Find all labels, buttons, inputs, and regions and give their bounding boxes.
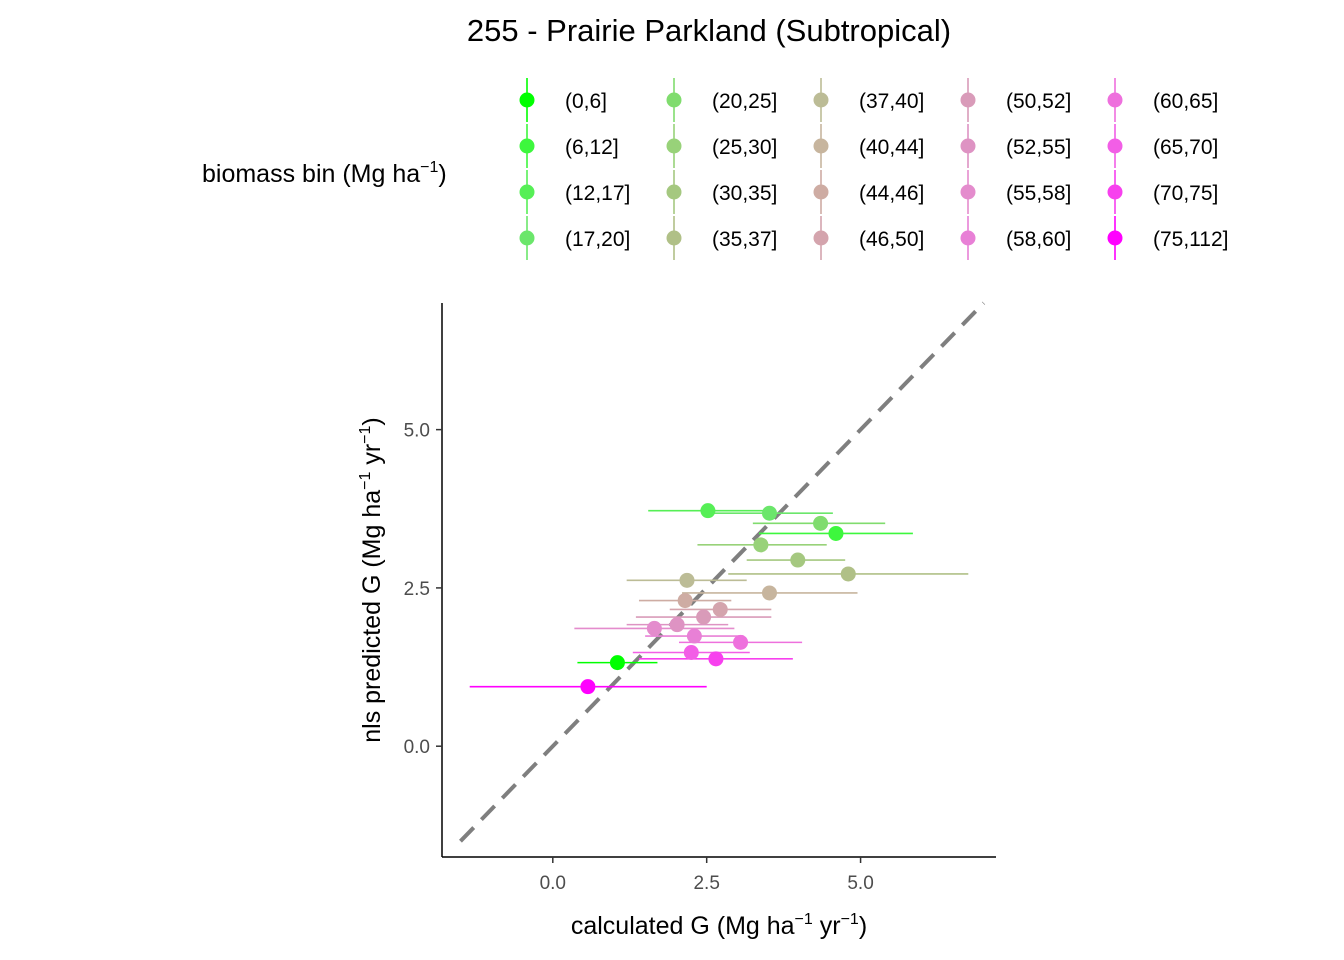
y-tick-label: 5.0 — [404, 421, 430, 442]
data-point — [679, 572, 695, 588]
legend-item: (52,55] — [960, 124, 1071, 168]
legend-label: (44,46] — [859, 182, 924, 205]
legend-label: (50,52] — [1006, 90, 1071, 113]
legend-label: (12,17] — [565, 182, 630, 205]
legend-item: (0,6] — [519, 78, 607, 122]
legend-key-point — [519, 230, 535, 246]
legend-item: (6,12] — [519, 124, 619, 168]
data-point — [840, 566, 856, 582]
legend-key-point — [960, 92, 976, 108]
legend-label: (70,75] — [1153, 182, 1218, 205]
data-point — [761, 505, 777, 521]
legend-key-point — [1107, 184, 1123, 200]
data-point — [828, 525, 844, 541]
data-point — [683, 644, 699, 660]
legend-item: (25,30] — [666, 124, 777, 168]
legend-key-point — [813, 230, 829, 246]
legend-label: (35,37] — [712, 228, 777, 251]
y-tick-label: 2.5 — [404, 579, 430, 600]
legend-item: (35,37] — [666, 216, 777, 260]
legend-key-point — [666, 138, 682, 154]
legend-label: (20,25] — [712, 90, 777, 113]
legend-key-point — [960, 230, 976, 246]
legend-label: (17,20] — [565, 228, 630, 251]
legend-title: biomass bin (Mg ha−1) — [202, 159, 447, 188]
legend-key-point — [1107, 230, 1123, 246]
legend-item: (37,40] — [813, 78, 924, 122]
data-point — [677, 593, 693, 609]
data-point — [686, 628, 702, 644]
legend-key-point — [666, 184, 682, 200]
legend-items: (0,6] (6,12] (12,17] (17,20] (20,25] (25,30] (… — [519, 78, 1229, 260]
data-point — [761, 585, 777, 601]
legend-key-point — [666, 92, 682, 108]
legend-label: (37,40] — [859, 90, 924, 113]
legend-key-point — [960, 184, 976, 200]
data-point — [669, 617, 685, 633]
data-point — [712, 601, 728, 617]
legend-item: (60,65] — [1107, 78, 1218, 122]
legend-label: (46,50] — [859, 228, 924, 251]
legend-item: (75,112] — [1107, 216, 1229, 260]
legend-label: (40,44] — [859, 136, 924, 159]
legend-key-point — [519, 138, 535, 154]
legend-key-point — [1107, 92, 1123, 108]
legend-item: (65,70] — [1107, 124, 1218, 168]
x-tick-label: 2.5 — [693, 873, 719, 894]
y-tick-label: 0.0 — [404, 737, 430, 758]
data-point — [700, 503, 716, 519]
x-tick-label: 5.0 — [847, 873, 873, 894]
x-tick-label: 0.0 — [540, 873, 566, 894]
legend-key-point — [813, 138, 829, 154]
x-axis-title: calculated G (Mg ha−1 yr−1) — [571, 911, 867, 940]
legend-key-point — [519, 184, 535, 200]
data-point — [790, 552, 806, 568]
legend-label: (65,70] — [1153, 136, 1218, 159]
legend-label: (0,6] — [565, 90, 607, 113]
legend-label: (30,35] — [712, 182, 777, 205]
data-point — [708, 651, 724, 667]
legend-key-point — [666, 230, 682, 246]
legend-item: (30,35] — [666, 170, 777, 214]
legend-item: (12,17] — [519, 170, 630, 214]
legend-label: (52,55] — [1006, 136, 1071, 159]
data-point — [753, 537, 769, 553]
data-marks — [459, 301, 986, 843]
legend-item: (58,60] — [960, 216, 1071, 260]
legend-key-point — [1107, 138, 1123, 154]
data-point — [580, 679, 596, 695]
x-axis-ticks: 0.0 2.5 5.0 — [540, 857, 874, 894]
legend-key-point — [813, 184, 829, 200]
legend: biomass bin (Mg ha−1) (0,6] (6,12] (12,17]… — [202, 78, 1229, 260]
data-point — [646, 620, 662, 636]
y-axis-ticks: 0.0 2.5 5.0 — [404, 421, 442, 758]
data-point — [813, 515, 829, 531]
legend-label: (6,12] — [565, 136, 619, 159]
legend-item: (46,50] — [813, 216, 924, 260]
legend-item: (40,44] — [813, 124, 924, 168]
legend-key-point — [960, 138, 976, 154]
legend-label: (75,112] — [1153, 228, 1229, 251]
legend-key-point — [813, 92, 829, 108]
chart-title: 255 - Prairie Parkland (Subtropical) — [467, 13, 951, 48]
data-point — [696, 609, 712, 625]
reference-line-1to1 — [459, 301, 986, 843]
plot-panel: 0.0 2.5 5.0 0.0 2.5 5.0 — [404, 301, 996, 894]
legend-label: (55,58] — [1006, 182, 1071, 205]
legend-item: (50,52] — [960, 78, 1071, 122]
legend-label: (60,65] — [1153, 90, 1218, 113]
legend-item: (20,25] — [666, 78, 777, 122]
legend-item: (70,75] — [1107, 170, 1218, 214]
legend-item: (17,20] — [519, 216, 630, 260]
data-point — [733, 634, 749, 650]
legend-label: (25,30] — [712, 136, 777, 159]
legend-label: (58,60] — [1006, 228, 1071, 251]
y-axis-title: nls predicted G (Mg ha−1 yr−1) — [357, 417, 386, 743]
legend-key-point — [519, 92, 535, 108]
data-point — [609, 655, 625, 671]
legend-item: (55,58] — [960, 170, 1071, 214]
legend-item: (44,46] — [813, 170, 924, 214]
